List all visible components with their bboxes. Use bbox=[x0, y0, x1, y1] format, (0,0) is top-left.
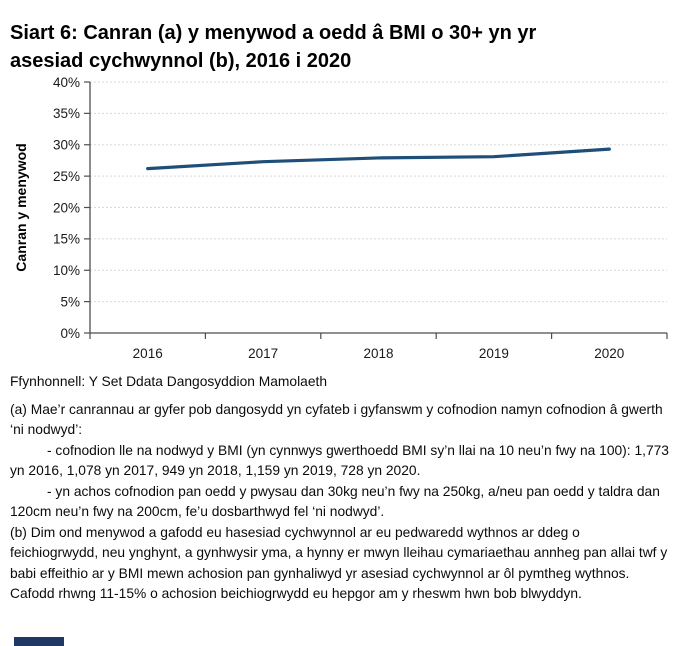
footnote-a-intro: (a) Mae’r canrannau ar gyfer pob dangosy… bbox=[10, 401, 663, 438]
y-tick-label: 0% bbox=[60, 326, 80, 341]
y-tick-label: 10% bbox=[53, 263, 80, 278]
source-line: Ffynhonnell: Y Set Ddata Dangosyddion Ma… bbox=[10, 374, 328, 389]
footer-accent-bar bbox=[14, 637, 64, 646]
y-tick-label: 15% bbox=[53, 232, 80, 247]
footnote-a-item2: - yn achos cofnodion pan oedd y pwysau d… bbox=[10, 483, 660, 520]
y-tick-label: 25% bbox=[53, 169, 80, 184]
y-tick-label: 20% bbox=[53, 200, 80, 215]
line-chart: 0% 5% 10% 15% 20% 25% 30% 35% 40% 2016 2017 2018 201… bbox=[13, 75, 668, 361]
x-tick-label: 2020 bbox=[594, 346, 624, 361]
chart-title: Siart 6: Canran (a) y menywod a oedd â B… bbox=[10, 22, 537, 73]
x-tick-label: 2018 bbox=[363, 346, 393, 361]
x-tick-label: 2017 bbox=[248, 346, 278, 361]
footnote-b: (b) Dim ond menywod a gafodd eu hasesiad… bbox=[10, 524, 668, 602]
y-axis-title: Canran y menywod bbox=[13, 143, 29, 271]
x-tick-label: 2016 bbox=[133, 346, 163, 361]
footnote-a-item1: - cofnodion lle na nodwyd y BMI (yn cynn… bbox=[10, 442, 669, 479]
y-tick-label: 40% bbox=[53, 75, 80, 90]
y-tick-label: 35% bbox=[53, 106, 80, 121]
y-tick-label: 30% bbox=[53, 138, 80, 153]
data-line-bmi-30plus bbox=[146, 147, 611, 171]
x-tick-label: 2019 bbox=[479, 346, 509, 361]
footnotes-block: Ffynhonnell: Y Set Ddata Dangosyddion Ma… bbox=[10, 372, 670, 605]
y-tick-label: 5% bbox=[60, 294, 80, 309]
